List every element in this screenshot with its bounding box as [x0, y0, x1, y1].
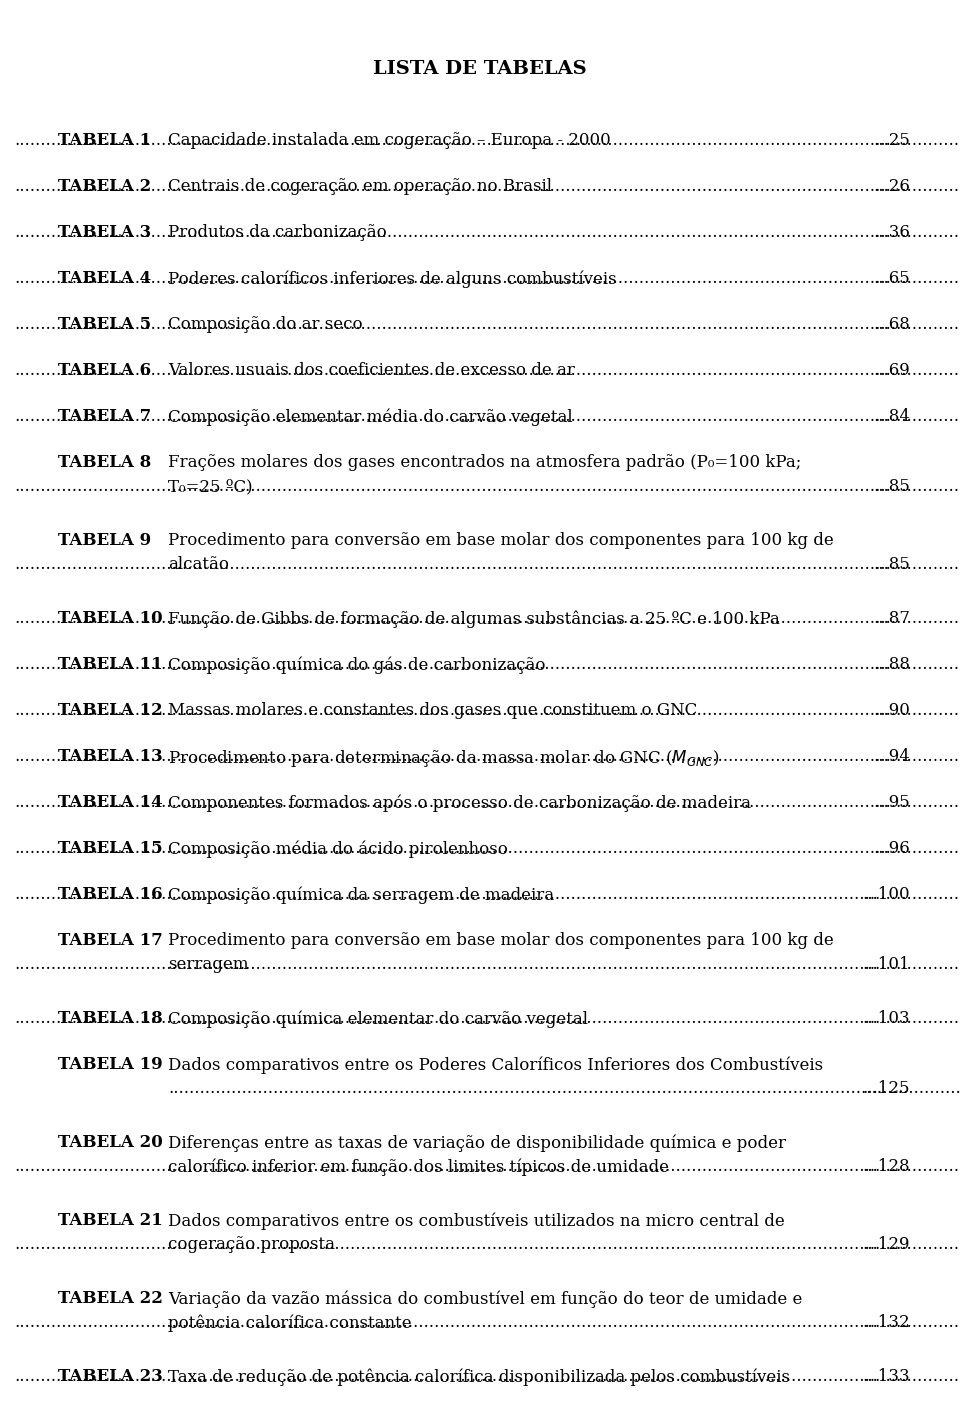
Text: Diferenças entre as taxas de variação de disponibilidade química e poder: Diferenças entre as taxas de variação de… [168, 1134, 786, 1151]
Text: Composição química elementar do carvão vegetal: Composição química elementar do carvão v… [168, 1010, 588, 1028]
Text: ................................................................................: ........................................… [14, 1236, 960, 1254]
Text: T₀=25 ºC): T₀=25 ºC) [168, 478, 252, 495]
Text: ................................................................................: ........................................… [14, 886, 960, 903]
Text: ...128: ...128 [862, 1159, 910, 1176]
Text: TABELA 7: TABELA 7 [58, 408, 152, 425]
Text: ...95: ...95 [874, 794, 910, 811]
Text: ................................................................................: ........................................… [14, 1314, 960, 1332]
Text: TABELA 21: TABELA 21 [58, 1212, 163, 1229]
Text: ................................................................................: ........................................… [14, 956, 960, 973]
Text: ...125: ...125 [862, 1081, 910, 1098]
Text: ................................................................................: ........................................… [14, 316, 960, 333]
Text: ...26: ...26 [874, 179, 910, 196]
Text: Frações molares dos gases encontrados na atmosfera padrão (P₀=100 kPa;: Frações molares dos gases encontrados na… [168, 454, 802, 471]
Text: TABELA 17: TABELA 17 [58, 932, 163, 949]
Text: ................................................................................: ........................................… [14, 839, 960, 856]
Text: Centrais de cogeração em operação no Brasil: Centrais de cogeração em operação no Bra… [168, 179, 552, 196]
Text: ...69: ...69 [874, 362, 910, 379]
Text: TABELA 13: TABELA 13 [58, 749, 163, 764]
Text: Produtos da carbonização: Produtos da carbonização [168, 224, 387, 241]
Text: TABELA 4: TABELA 4 [58, 269, 151, 286]
Text: ...96: ...96 [874, 839, 910, 856]
Text: Composição química da serragem de madeira: Composição química da serragem de madeir… [168, 886, 554, 903]
Text: ...103: ...103 [862, 1010, 910, 1027]
Text: ...87: ...87 [873, 610, 910, 627]
Text: Valores usuais dos coeficientes de excesso de ar: Valores usuais dos coeficientes de exces… [168, 362, 575, 379]
Text: alcatão: alcatão [168, 556, 229, 573]
Text: TABELA 6: TABELA 6 [58, 362, 151, 379]
Text: ...68: ...68 [874, 316, 910, 333]
Text: ................................................................................: ........................................… [14, 132, 960, 149]
Text: ...36: ...36 [874, 224, 910, 241]
Text: ...90: ...90 [874, 702, 910, 719]
Text: TABELA 11: TABELA 11 [58, 657, 162, 674]
Text: ...84: ...84 [873, 408, 910, 425]
Text: ...85: ...85 [874, 556, 910, 573]
Text: Procedimento para conversão em base molar dos componentes para 100 kg de: Procedimento para conversão em base mola… [168, 932, 833, 949]
Text: Procedimento para determinação da massa molar do GNC ($M_{GNC}$): Procedimento para determinação da massa … [168, 749, 719, 769]
Text: TABELA 8: TABELA 8 [58, 454, 152, 471]
Text: potência calorífica constante: potência calorífica constante [168, 1314, 412, 1332]
Text: Função de Gibbs de formação de algumas substâncias a 25 ºC e 100 kPa: Função de Gibbs de formação de algumas s… [168, 610, 780, 628]
Text: ................................................................................: ........................................… [14, 702, 960, 719]
Text: TABELA 23: TABELA 23 [58, 1368, 163, 1385]
Text: ................................................................................: ........................................… [168, 1081, 960, 1098]
Text: ................................................................................: ........................................… [14, 556, 960, 573]
Text: TABELA 15: TABELA 15 [58, 839, 162, 856]
Text: TABELA 10: TABELA 10 [58, 610, 162, 627]
Text: ................................................................................: ........................................… [14, 179, 960, 196]
Text: ...85: ...85 [874, 478, 910, 495]
Text: Componentes formados após o processo de carbonização de madeira: Componentes formados após o processo de … [168, 794, 751, 811]
Text: Composição elementar média do carvão vegetal: Composição elementar média do carvão veg… [168, 408, 572, 425]
Text: ................................................................................: ........................................… [14, 362, 960, 379]
Text: Capacidade instalada em cogeração – Europa - 2000: Capacidade instalada em cogeração – Euro… [168, 132, 611, 149]
Text: Procedimento para conversão em base molar dos componentes para 100 kg de: Procedimento para conversão em base mola… [168, 532, 833, 549]
Text: TABELA 18: TABELA 18 [58, 1010, 163, 1027]
Text: TABELA 22: TABELA 22 [58, 1290, 163, 1307]
Text: Dados comparativos entre os Poderes Caloríficos Inferiores dos Combustíveis: Dados comparativos entre os Poderes Calo… [168, 1056, 823, 1073]
Text: ................................................................................: ........................................… [14, 408, 960, 425]
Text: ...133: ...133 [862, 1368, 910, 1385]
Text: ................................................................................: ........................................… [14, 478, 960, 495]
Text: ...129: ...129 [862, 1236, 910, 1254]
Text: TABELA 12: TABELA 12 [58, 702, 163, 719]
Text: ...100: ...100 [862, 886, 910, 903]
Text: ................................................................................: ........................................… [14, 1159, 960, 1176]
Text: LISTA DE TABELAS: LISTA DE TABELAS [373, 60, 587, 78]
Text: ................................................................................: ........................................… [14, 224, 960, 241]
Text: TABELA 2: TABELA 2 [58, 179, 152, 196]
Text: calorífico inferior em função dos limites típicos de umidade: calorífico inferior em função dos limite… [168, 1159, 669, 1176]
Text: Variação da vazão mássica do combustível em função do teor de umidade e: Variação da vazão mássica do combustível… [168, 1290, 803, 1307]
Text: serragem: serragem [168, 956, 249, 973]
Text: Composição química do gás de carbonização: Composição química do gás de carbonizaçã… [168, 657, 545, 674]
Text: TABELA 14: TABELA 14 [58, 794, 162, 811]
Text: ...101: ...101 [862, 956, 910, 973]
Text: ................................................................................: ........................................… [14, 1010, 960, 1027]
Text: TABELA 3: TABELA 3 [58, 224, 152, 241]
Text: ................................................................................: ........................................… [14, 610, 960, 627]
Text: TABELA 1: TABELA 1 [58, 132, 151, 149]
Text: ...94: ...94 [874, 749, 910, 764]
Text: Dados comparativos entre os combustíveis utilizados na micro central de: Dados comparativos entre os combustíveis… [168, 1212, 784, 1229]
Text: ...65: ...65 [874, 269, 910, 286]
Text: TABELA 5: TABELA 5 [58, 316, 151, 333]
Text: Taxa de redução de potência calorífica disponibilizada pelos combustíveis: Taxa de redução de potência calorífica d… [168, 1368, 790, 1385]
Text: ................................................................................: ........................................… [14, 749, 960, 764]
Text: cogeração proposta: cogeração proposta [168, 1236, 335, 1254]
Text: Composição média do ácido pirolenhoso: Composição média do ácido pirolenhoso [168, 839, 508, 858]
Text: TABELA 16: TABELA 16 [58, 886, 162, 903]
Text: ...132: ...132 [862, 1314, 910, 1332]
Text: TABELA 19: TABELA 19 [58, 1056, 162, 1073]
Text: Poderes caloríficos inferiores de alguns combustíveis: Poderes caloríficos inferiores de alguns… [168, 269, 616, 288]
Text: Massas molares e constantes dos gases que constituem o GNC: Massas molares e constantes dos gases qu… [168, 702, 697, 719]
Text: ................................................................................: ........................................… [14, 269, 960, 286]
Text: TABELA 20: TABELA 20 [58, 1134, 163, 1151]
Text: Composição do ar seco: Composição do ar seco [168, 316, 363, 333]
Text: TABELA 9: TABELA 9 [58, 532, 151, 549]
Text: ................................................................................: ........................................… [14, 794, 960, 811]
Text: ................................................................................: ........................................… [14, 657, 960, 674]
Text: ...88: ...88 [873, 657, 910, 674]
Text: ...25: ...25 [874, 132, 910, 149]
Text: ................................................................................: ........................................… [14, 1368, 960, 1385]
